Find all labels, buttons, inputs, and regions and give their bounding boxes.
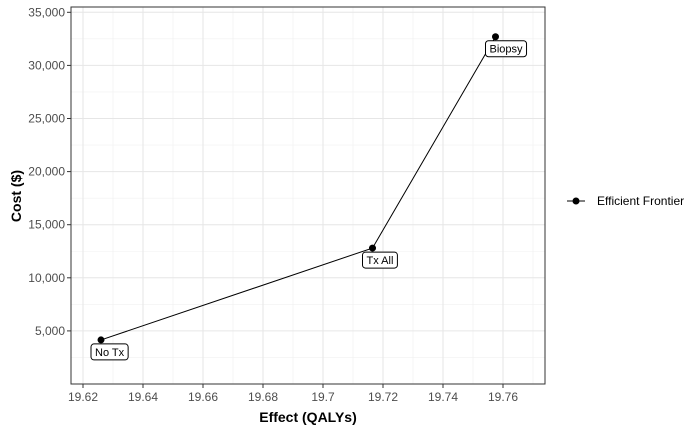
- point-label-text: No Tx: [95, 347, 125, 359]
- data-point: [369, 244, 376, 252]
- point-label-box: [362, 251, 398, 269]
- x-tick-label: 19.68: [248, 390, 278, 404]
- x-tick-label: 19.64: [128, 390, 158, 404]
- legend-label: Efficient Frontier: [597, 194, 684, 208]
- x-tick-label: 19.7: [311, 390, 335, 404]
- point-label: Tx All: [362, 251, 398, 269]
- series-line-efficient-frontier: [100, 36, 496, 341]
- y-axis: 5,000 10,000 15,000 20,000 25,000 30,000 35,00…: [28, 5, 71, 338]
- y-tick-label: 30,000: [28, 58, 65, 72]
- y-tick-label: 15,000: [28, 218, 65, 232]
- point-label-text: Tx All: [367, 255, 394, 267]
- labels-layer: No Tx Tx All Biopsy: [90, 40, 528, 361]
- y-tick-label: 20,000: [28, 165, 65, 179]
- x-tick-label: 19.74: [428, 390, 458, 404]
- x-tick-label: 19.66: [188, 390, 218, 404]
- point-label-box: [485, 40, 528, 58]
- point-label-box: [90, 343, 129, 361]
- y-tick-label: 25,000: [28, 112, 65, 126]
- x-tick-label: 19.72: [368, 390, 398, 404]
- legend-point-key: [572, 197, 580, 205]
- grid-major: [71, 7, 545, 384]
- x-axis: 19.62 19.64 19.66 19.68 19.7 19.72 19.74 19.76: [68, 384, 518, 404]
- data-point: [97, 336, 105, 344]
- point-label: Biopsy: [485, 40, 528, 58]
- legend: Efficient Frontier: [567, 194, 684, 208]
- y-tick-label: 5,000: [35, 324, 65, 338]
- x-tick-label: 19.62: [68, 390, 98, 404]
- x-tick-label: 19.76: [488, 390, 518, 404]
- series-layer: [97, 33, 499, 344]
- grid-minor: [71, 7, 545, 384]
- point-label-text: Biopsy: [490, 44, 524, 56]
- x-axis-title: Effect (QALYs): [259, 409, 357, 425]
- y-tick-label: 10,000: [28, 271, 65, 285]
- y-tick-label: 35,000: [28, 5, 65, 19]
- point-label: No Tx: [90, 343, 129, 361]
- panel-border: [70, 6, 546, 385]
- y-axis-title: Cost ($): [8, 170, 24, 222]
- data-point: [492, 33, 499, 41]
